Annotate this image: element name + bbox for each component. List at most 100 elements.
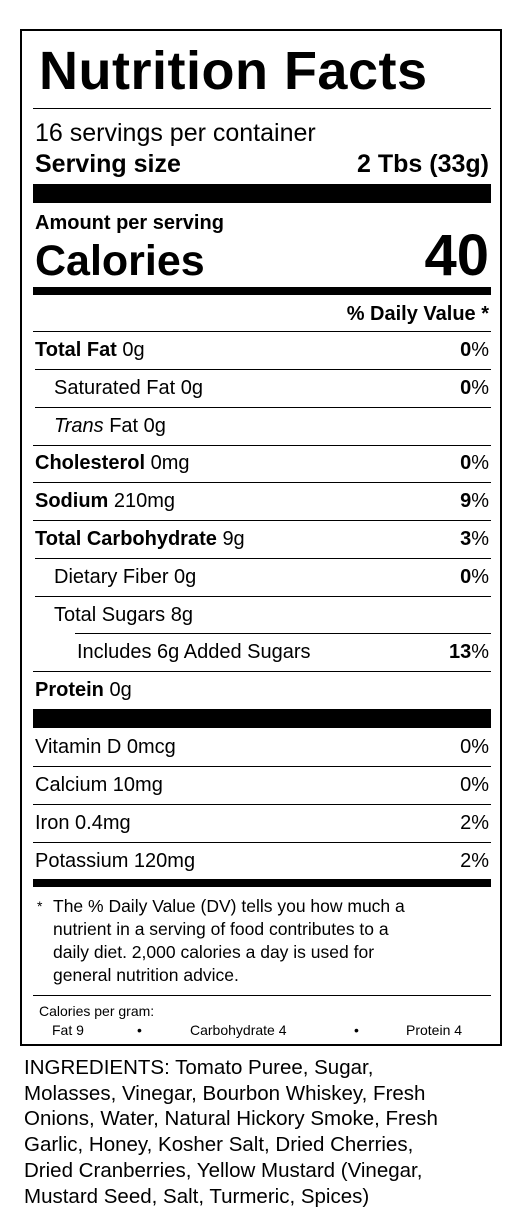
thick-divider [33, 709, 491, 728]
nutrient-row-total-sugars: Total Sugars 8g [33, 597, 491, 634]
vitamin-dv: 0% [460, 774, 489, 796]
footnote-line: daily diet. 2,000 calories a day is used… [53, 942, 375, 962]
nutrient-name: Cholesterol [35, 452, 146, 474]
carbohydrate-per-gram: Carbohydrate 4 [190, 1022, 287, 1038]
daily-value-percent: % [471, 641, 489, 663]
divider [33, 331, 491, 332]
nutrient-amount: 0g [174, 566, 197, 588]
nutrient-name: Sodium [35, 490, 109, 512]
nutrition-facts-label: Nutrition Facts 16 servings per containe… [20, 29, 502, 1046]
nutrient-row-dietary-fiber: Dietary Fiber 0g 0% [33, 559, 491, 596]
servings-per-container: 16 servings per container [35, 119, 316, 147]
ingredients-line: Onions, Water, Natural Hickory Smoke, Fr… [24, 1107, 438, 1131]
fat-per-gram: Fat 9 [52, 1022, 84, 1038]
vitamin-text: Potassium 120mg [35, 850, 196, 872]
daily-value-percent: % [471, 528, 489, 550]
medium-divider [33, 287, 491, 295]
nutrient-amount: 0g [109, 679, 132, 701]
nutrient-amount: 0g [180, 377, 203, 399]
divider [35, 558, 491, 559]
divider [33, 842, 491, 843]
nutrient-name: Trans [54, 415, 104, 437]
nutrient-name: Total Sugars [54, 604, 166, 626]
nutrient-row-trans-fat: Trans Fat 0g [33, 408, 491, 445]
thick-divider [33, 184, 491, 203]
calories-per-gram-values: Fat 9 • Carbohydrate 4 • Protein 4 [33, 1022, 491, 1039]
nutrient-name-suffix: Fat [109, 415, 139, 437]
nutrient-row-added-sugars: Includes 6g Added Sugars 13% [33, 634, 491, 671]
vitamin-text: Vitamin D 0mcg [35, 736, 176, 758]
nutrient-amount: 8g [170, 604, 193, 626]
ingredients-list: INGREDIENTS: Tomato Puree, Sugar, Molass… [24, 1055, 514, 1209]
vitamin-dv: 2% [460, 812, 489, 834]
amount-per-serving: Amount per serving [35, 212, 224, 234]
nutrient-amount: 210mg [113, 490, 176, 512]
daily-value-number: 13 [448, 641, 472, 663]
divider [35, 369, 491, 370]
divider [33, 766, 491, 767]
vitamin-row-iron: Iron 0.4mg 2% [33, 805, 491, 842]
divider [33, 804, 491, 805]
divider [33, 520, 491, 521]
nutrient-name: Protein [35, 679, 104, 701]
daily-value-number: 3 [460, 528, 472, 550]
footnote-line: general nutrition advice. [53, 965, 239, 985]
daily-value-number: 0 [460, 452, 472, 474]
nutrient-name: Total Carbohydrate [35, 528, 217, 550]
ingredients-line: Molasses, Vinegar, Bourbon Whiskey, Fres… [24, 1081, 426, 1105]
ingredients-line: Garlic, Honey, Kosher Salt, Dried Cherri… [24, 1133, 414, 1157]
divider [35, 407, 491, 408]
nutrient-row-cholesterol: Cholesterol 0mg 0% [33, 445, 491, 482]
footnote-star: * [37, 898, 43, 914]
vitamin-dv: 0% [460, 736, 489, 758]
serving-size-value: 2 Tbs (33g) [357, 150, 489, 178]
calories-per-gram-label: Calories per gram: [39, 1003, 155, 1019]
daily-value-percent: % [471, 566, 489, 588]
nutrient-row-saturated-fat: Saturated Fat 0g 0% [33, 370, 491, 407]
daily-value-number: 9 [460, 490, 472, 512]
ingredients-line: Dried Cranberries, Yellow Mustard (Vineg… [24, 1158, 423, 1182]
nutrient-amount: 0mg [150, 452, 190, 474]
divider [33, 671, 491, 672]
daily-value-number: 0 [460, 339, 472, 361]
vitamin-row-calcium: Calcium 10mg 0% [33, 767, 491, 804]
footnote-line: The % Daily Value (DV) tells you how muc… [53, 896, 405, 916]
daily-value-header: % Daily Value * [346, 303, 489, 325]
daily-value-number: 0 [460, 377, 472, 399]
nutrient-row-protein: Protein 0g [33, 672, 491, 709]
protein-per-gram: Protein 4 [406, 1022, 463, 1038]
nutrient-name: Dietary Fiber [54, 566, 169, 588]
nutrient-amount: 0g [143, 415, 166, 437]
vitamin-row-potassium: Potassium 120mg 2% [33, 843, 491, 880]
vitamin-dv: 2% [460, 850, 489, 872]
nutrient-amount: 9g [222, 528, 245, 550]
calories-value: 40 [424, 223, 489, 288]
bullet: • [354, 1022, 359, 1038]
nutrient-name: Total Fat [35, 339, 117, 361]
nutrient-name: Saturated Fat [54, 377, 176, 399]
nutrient-row-total-carbohydrate: Total Carbohydrate 9g 3% [33, 521, 491, 558]
vitamin-text: Iron 0.4mg [35, 812, 131, 834]
divider [33, 995, 491, 996]
divider [33, 108, 491, 109]
daily-value-percent: % [471, 452, 489, 474]
divider [33, 482, 491, 483]
daily-value-percent: % [471, 377, 489, 399]
ingredients-line: Mustard Seed, Salt, Turmeric, Spices) [24, 1184, 370, 1208]
label-title: Nutrition Facts [39, 41, 428, 101]
nutrient-name: Includes 6g Added Sugars [77, 641, 311, 663]
serving-size-label: Serving size [35, 150, 181, 178]
daily-value-percent: % [471, 490, 489, 512]
calories-label: Calories [35, 237, 205, 285]
footnote-line: nutrient in a serving of food contribute… [53, 919, 389, 939]
daily-value-number: 0 [460, 566, 472, 588]
nutrient-row-total-fat: Total Fat 0g 0% [33, 332, 491, 369]
divider [35, 596, 491, 597]
divider [75, 633, 491, 634]
nutrient-amount: 0g [122, 339, 145, 361]
divider [33, 445, 491, 446]
footnote-text: The % Daily Value (DV) tells you how muc… [53, 895, 483, 987]
ingredients-line: INGREDIENTS: Tomato Puree, Sugar, [24, 1056, 374, 1079]
medium-divider [33, 879, 491, 887]
daily-value-percent: % [471, 339, 489, 361]
